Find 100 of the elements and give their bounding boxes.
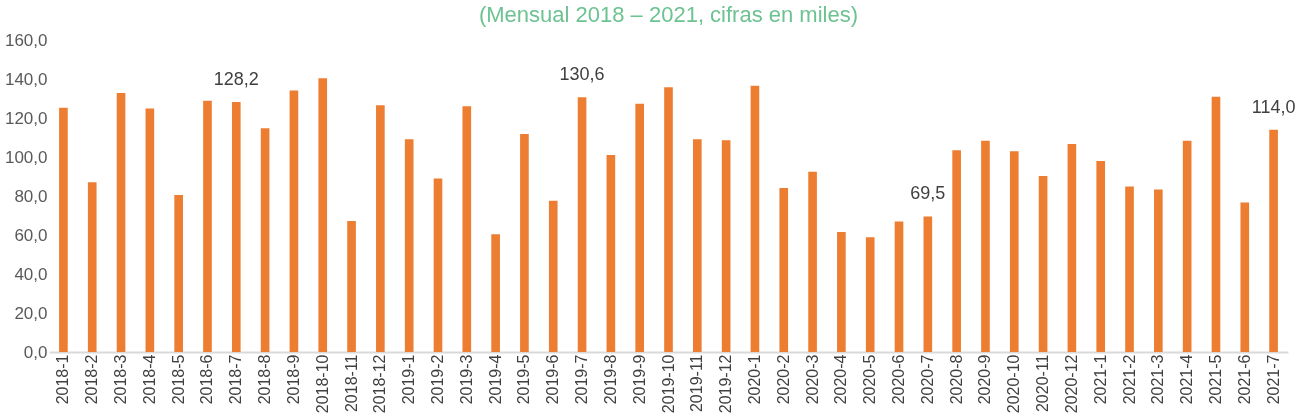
bar <box>837 232 846 352</box>
x-tick-label: 2018-12 <box>371 354 389 414</box>
x-tick-label: 2020-4 <box>832 354 850 405</box>
x-tick-label: 2021-4 <box>1178 354 1196 405</box>
x-tick-label: 2020-12 <box>1062 354 1080 414</box>
x-tick-label: 2021-1 <box>1091 354 1109 405</box>
x-tick-label: 2019-4 <box>486 354 504 405</box>
bar <box>433 178 443 352</box>
bar <box>692 139 702 352</box>
bar <box>1182 140 1192 352</box>
data-label: 69,5 <box>910 183 946 204</box>
bar <box>116 93 126 352</box>
bar <box>376 105 385 352</box>
x-tick-label: 2020-11 <box>1034 354 1052 413</box>
bar <box>865 237 875 352</box>
chart-subtitle: (Mensual 2018 – 2021, cifras en miles) <box>478 2 859 27</box>
bar <box>1096 160 1106 352</box>
data-label: 130,6 <box>559 64 605 85</box>
bar <box>779 188 789 352</box>
bar <box>808 171 817 352</box>
y-tick-label: 80,0 <box>14 186 48 206</box>
bar <box>520 133 529 352</box>
x-tick-label: 2021-2 <box>1120 354 1138 405</box>
bar <box>203 100 212 352</box>
x-tick-label: 2020-2 <box>774 354 792 405</box>
bar <box>952 150 961 352</box>
y-tick-label: 120,0 <box>4 108 48 128</box>
x-tick-label: 2018-6 <box>198 354 216 405</box>
bar <box>664 87 673 352</box>
x-tick-label: 2019-8 <box>601 354 619 405</box>
x-tick-label: 2018-2 <box>83 354 101 405</box>
x-tick-label: 2020-10 <box>1005 354 1023 414</box>
bar <box>347 220 356 352</box>
y-tick-label: 140,0 <box>4 69 48 89</box>
x-tick-label: 2019-12 <box>717 354 735 414</box>
bar <box>1240 202 1250 352</box>
y-tick-label: 0,0 <box>23 342 48 362</box>
bar <box>59 107 68 352</box>
x-tick-label: 2018-8 <box>256 354 274 405</box>
bar <box>894 221 904 352</box>
x-tick-label: 2018-10 <box>313 354 331 414</box>
x-tick-label: 2019-9 <box>630 354 648 405</box>
bar <box>1211 96 1221 352</box>
x-tick-label: 2019-6 <box>544 354 562 405</box>
bar <box>1125 186 1134 352</box>
x-tick-label: 2019-10 <box>659 354 677 414</box>
bar <box>1038 175 1048 352</box>
x-tick-label: 2018-7 <box>227 354 245 405</box>
x-tick-label: 2018-3 <box>112 354 130 405</box>
x-tick-label: 2018-4 <box>140 354 158 405</box>
x-tick-label: 2019-5 <box>515 354 533 405</box>
bar <box>1067 143 1077 352</box>
bar <box>750 85 760 352</box>
bar <box>87 182 97 352</box>
bar <box>721 140 731 352</box>
x-tick-label: 2021-6 <box>1235 354 1253 405</box>
x-tick-label: 2020-5 <box>861 354 879 405</box>
bar <box>145 108 155 352</box>
x-tick-label: 2020-9 <box>976 354 994 405</box>
bar <box>404 139 414 352</box>
y-tick-label: 60,0 <box>14 225 48 245</box>
x-tick-label: 2020-6 <box>890 354 908 405</box>
x-tick-label: 2019-7 <box>573 354 591 405</box>
bar <box>923 216 933 352</box>
bar <box>577 97 587 352</box>
x-tick-label: 2019-2 <box>428 354 446 405</box>
bar <box>318 78 328 352</box>
bar <box>491 234 500 352</box>
x-tick-label: 2020-7 <box>918 354 936 405</box>
bar <box>1269 129 1278 352</box>
x-tick-label: 2019-1 <box>400 354 418 405</box>
bar <box>462 106 472 352</box>
x-tick-label: 2018-9 <box>284 354 302 405</box>
x-tick-label: 2019-3 <box>457 354 475 405</box>
bar <box>1009 151 1019 352</box>
bar <box>548 200 558 352</box>
bar <box>231 102 241 352</box>
x-tick-label: 2020-8 <box>947 354 965 405</box>
y-tick-label: 40,0 <box>14 264 48 284</box>
bar <box>289 90 299 352</box>
bar <box>606 155 616 352</box>
y-tick-label: 20,0 <box>14 303 48 323</box>
x-tick-label: 2021-3 <box>1149 354 1167 405</box>
x-tick-label: 2021-7 <box>1264 354 1282 405</box>
y-tick-label: 160,0 <box>4 30 48 50</box>
x-tick-label: 2018-1 <box>54 354 72 405</box>
bar <box>260 128 270 352</box>
x-tick-label: 2020-1 <box>745 354 763 405</box>
bar <box>981 140 990 352</box>
data-label: 114,0 <box>1251 96 1296 117</box>
x-tick-label: 2020-3 <box>803 354 821 405</box>
bar <box>1154 189 1163 352</box>
x-tick-label: 2018-11 <box>342 354 360 413</box>
y-tick-label: 100,0 <box>4 147 48 167</box>
bar <box>174 195 183 352</box>
x-tick-label: 2019-11 <box>688 354 706 413</box>
data-label: 128,2 <box>213 69 259 90</box>
x-tick-label: 2018-5 <box>169 354 187 405</box>
x-tick-label: 2021-5 <box>1206 354 1224 405</box>
bar <box>635 103 645 352</box>
